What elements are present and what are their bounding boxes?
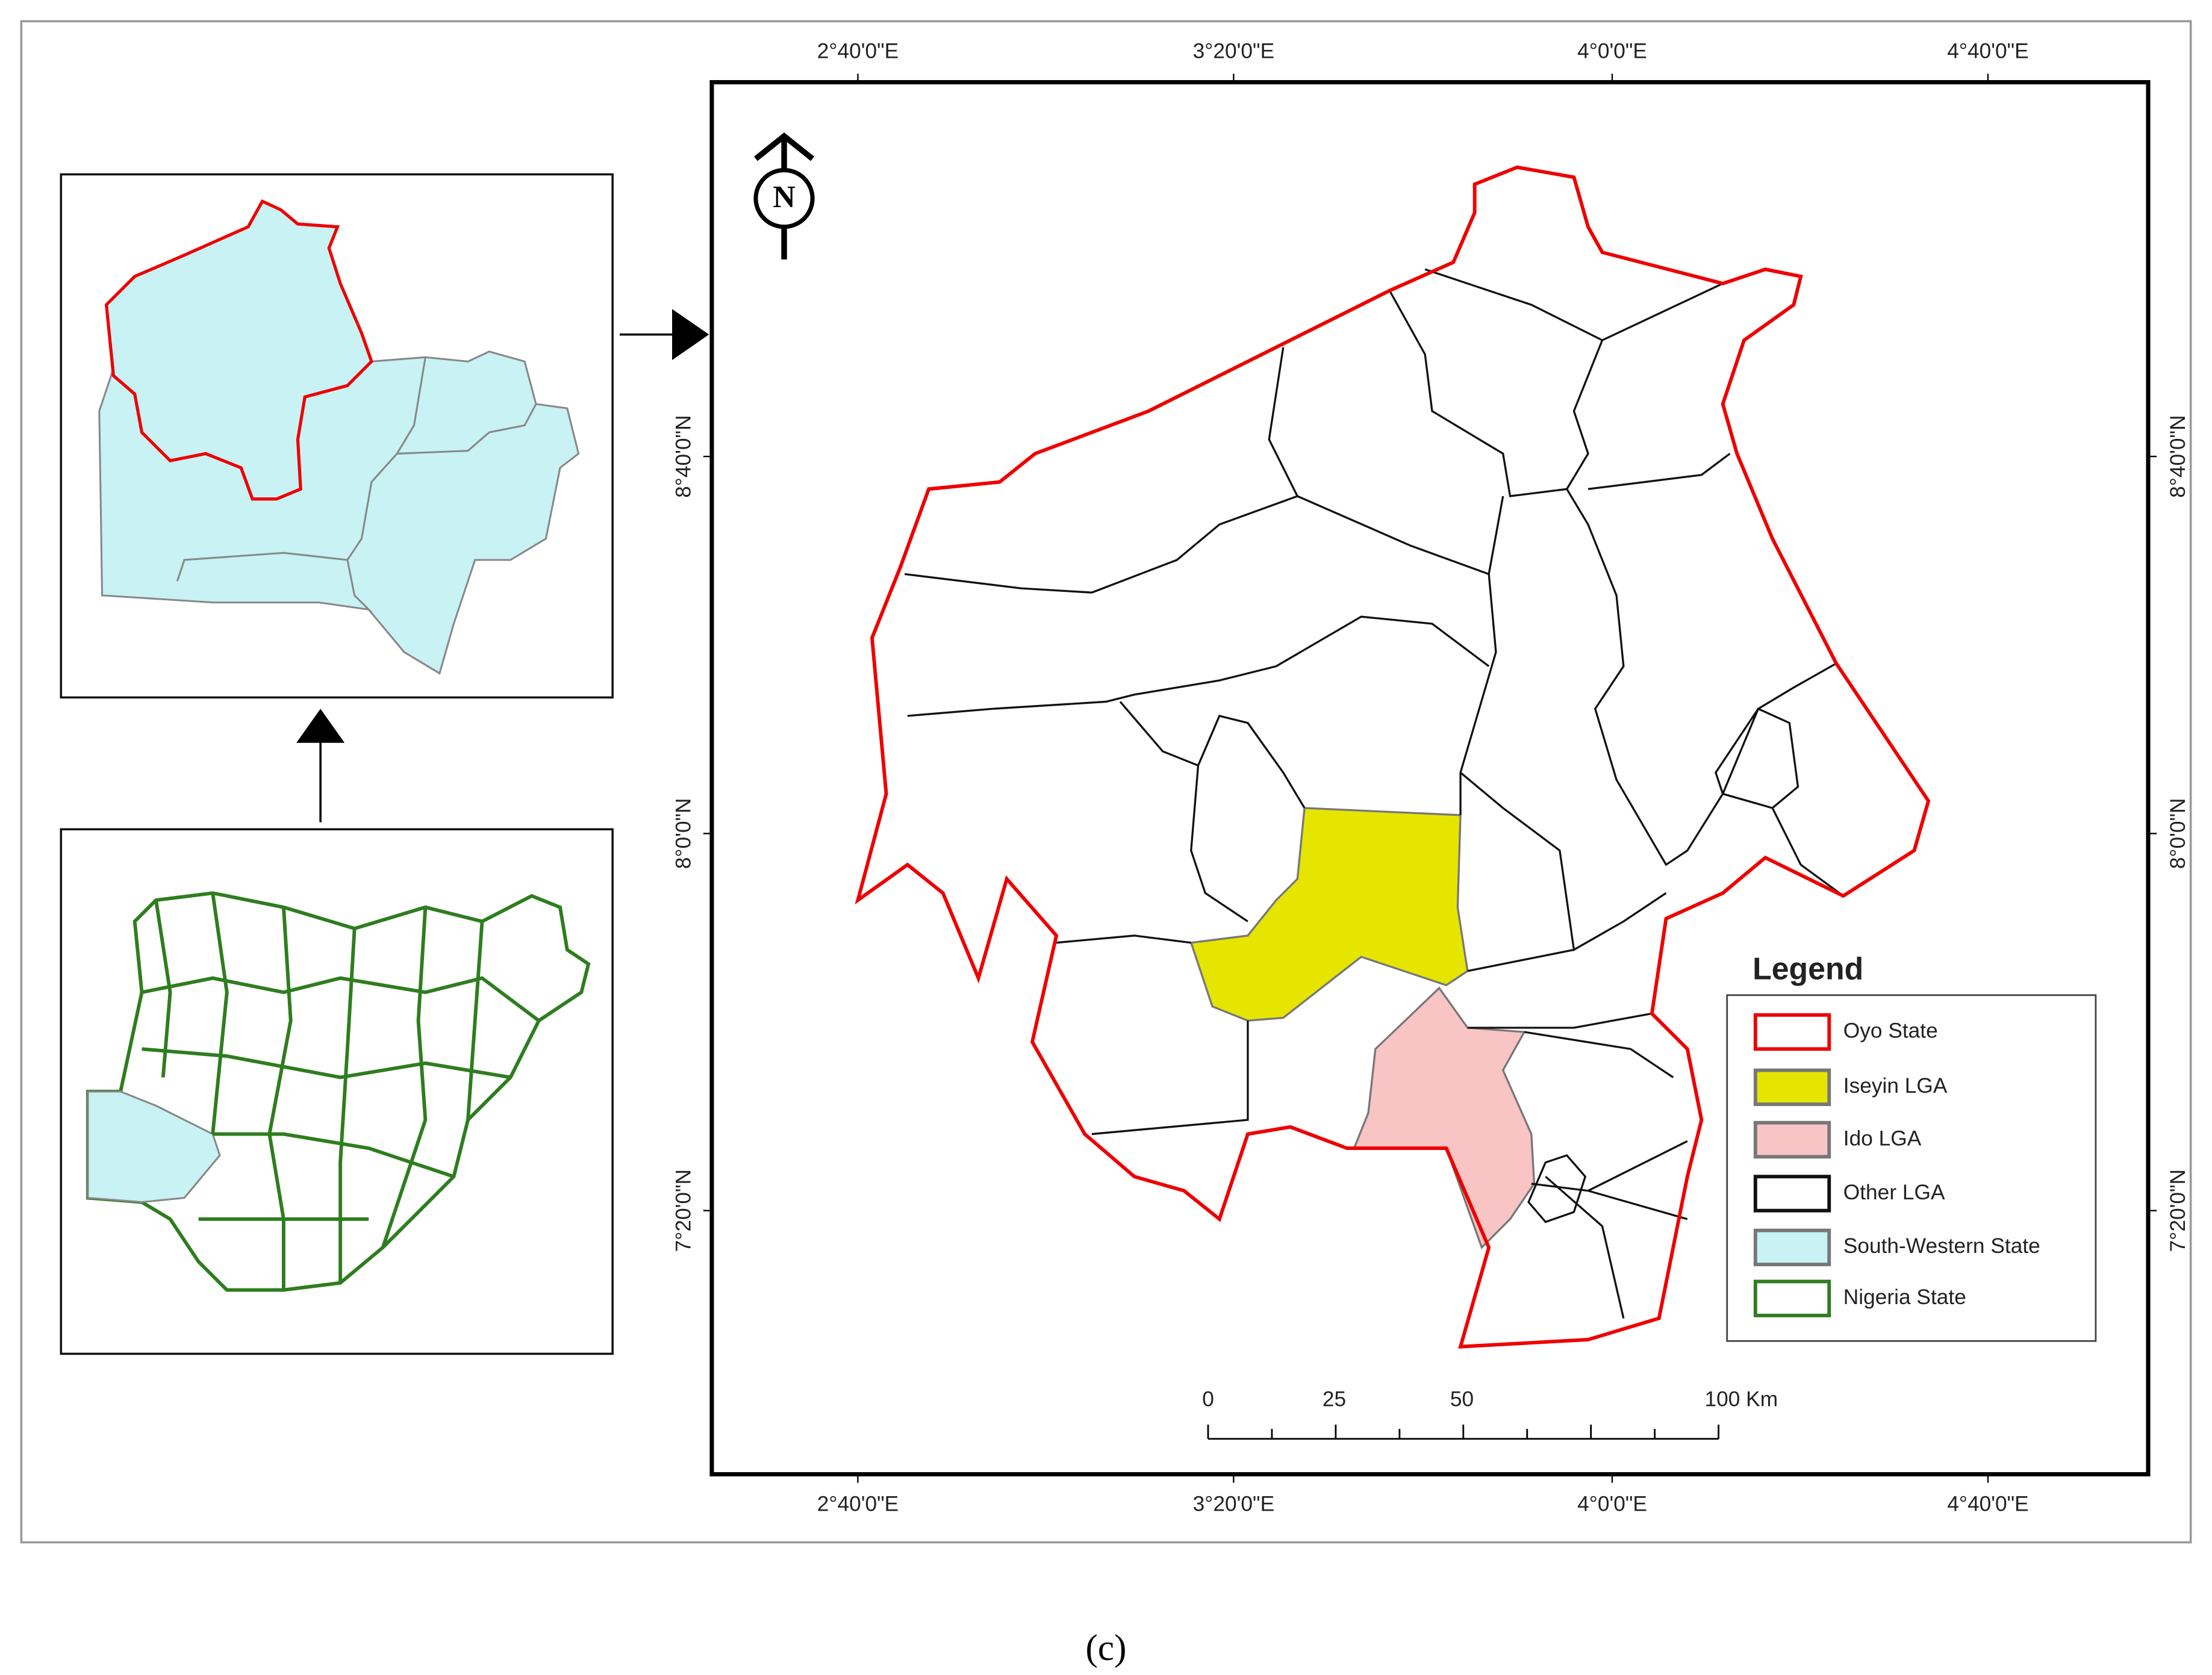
arrow-head xyxy=(296,709,345,743)
caption: (c) xyxy=(1086,1627,1127,1668)
lat-label: 8°40'0"N xyxy=(2166,415,2190,497)
north-arrow-circle xyxy=(753,168,815,229)
iseyin-lga xyxy=(1189,807,1469,1022)
scale-label: 0 xyxy=(1202,1388,1214,1411)
legend-swatch xyxy=(1753,1013,1831,1051)
lon-label: 3°20'0"E xyxy=(1193,39,1274,63)
nigeria-outline xyxy=(86,891,591,1292)
legend-swatch xyxy=(1753,1228,1831,1267)
north-label: N xyxy=(773,180,795,214)
lat-label: 8°0'0"N xyxy=(2166,798,2190,869)
legend-label: Oyo State xyxy=(1843,1019,1938,1042)
legend-title: Legend xyxy=(1752,951,1863,986)
lat-label: 7°20'0"N xyxy=(2166,1169,2190,1252)
legend-swatch xyxy=(1753,1175,1831,1213)
lat-label: 8°40'0"N xyxy=(672,415,696,497)
scale-label: 100 Km xyxy=(1704,1388,1778,1411)
nigeria-borders xyxy=(141,892,540,1290)
legend-label: Other LGA xyxy=(1843,1181,1945,1204)
oyo-outline-inset xyxy=(104,199,373,501)
lon-label: 4°0'0"E xyxy=(1577,1493,1647,1516)
lon-label: 2°40'0"E xyxy=(817,39,899,63)
lat-label: 7°20'0"N xyxy=(672,1169,696,1252)
oyo-state-outline xyxy=(855,165,1931,1349)
legend-items: Oyo State Iseyin LGA Ido LGA Other LGA South… xyxy=(1753,1013,2040,1317)
lat-label: 8°0'0"N xyxy=(672,798,696,869)
legend-label: Nigeria State xyxy=(1843,1285,1966,1309)
arrow-head xyxy=(672,309,709,361)
north-arrow-head xyxy=(754,132,815,161)
outer-frame xyxy=(20,20,2192,1544)
legend-swatch xyxy=(1753,1279,1831,1317)
coordinate-labels: 2°40'0"E 2°40'0"E 3°20'0"E 3°20'0"E 4°0'0"E 4… xyxy=(672,39,2190,1515)
legend-swatch xyxy=(1753,1120,1831,1159)
lga-boundaries xyxy=(904,268,1844,1319)
lon-label: 4°40'0"E xyxy=(1947,1493,2028,1516)
lon-label: 4°0'0"E xyxy=(1577,39,1647,63)
scale-bar: 0 25 50 100 Km xyxy=(1202,1388,1778,1440)
lon-label: 3°20'0"E xyxy=(1193,1493,1274,1516)
lon-label: 2°40'0"E xyxy=(817,1493,899,1516)
legend-swatch xyxy=(1753,1068,1831,1107)
legend-label: Ido LGA xyxy=(1843,1127,1922,1150)
legend-label: South-Western State xyxy=(1843,1234,2040,1258)
lon-label: 4°40'0"E xyxy=(1947,39,2028,63)
legend-label: Iseyin LGA xyxy=(1843,1074,1948,1098)
scale-label: 25 xyxy=(1323,1388,1346,1411)
scale-label: 50 xyxy=(1450,1388,1474,1411)
